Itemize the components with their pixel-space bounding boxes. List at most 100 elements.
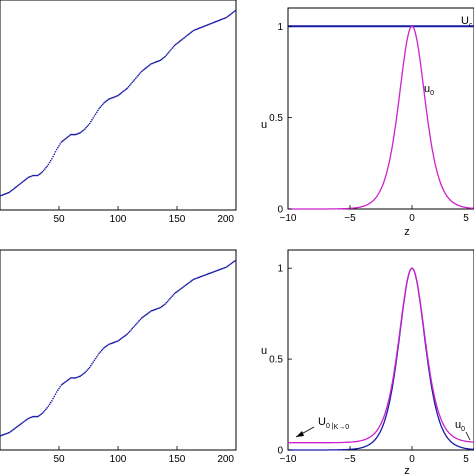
- y-tick-label: 1: [277, 264, 283, 275]
- data-point: [184, 36, 187, 38]
- data-point: [159, 306, 162, 309]
- data-point: [108, 98, 111, 100]
- data-point: [158, 307, 161, 309]
- data-point: [27, 176, 30, 179]
- data-point: [164, 55, 166, 58]
- data-point: [119, 338, 122, 341]
- data-point: [79, 375, 81, 378]
- data-point: [77, 132, 79, 135]
- data-point: [222, 267, 224, 270]
- panel-top-left: 50 100 150 200: [0, 0, 237, 225]
- data-point: [55, 148, 58, 151]
- ylabel-top-right: u: [261, 119, 267, 131]
- data-point: [44, 409, 46, 412]
- data-point: [126, 333, 129, 335]
- data-point: [226, 15, 229, 18]
- data-point: [131, 327, 133, 330]
- axes-frame-top-left: [0, 0, 237, 211]
- data-point: [35, 174, 38, 177]
- data-point: [163, 304, 165, 306]
- data-point: [87, 367, 90, 370]
- data-point: [106, 344, 109, 347]
- data-point: [204, 274, 207, 276]
- data-point: [162, 305, 164, 307]
- data-point: [173, 44, 176, 47]
- data-point: [75, 376, 78, 379]
- data-point: [66, 379, 69, 382]
- data-point: [55, 391, 58, 393]
- data-point: [48, 403, 51, 406]
- axes-frame-bottom-left: [0, 249, 237, 451]
- annotation-uc-main: U: [461, 15, 469, 27]
- data-point: [199, 26, 202, 29]
- data-point: [28, 417, 31, 419]
- data-point: [77, 376, 79, 378]
- data-point: [228, 14, 230, 17]
- x-ticks-top-right: −10 −5 0 5: [280, 205, 474, 224]
- data-point: [150, 63, 152, 65]
- data-point: [152, 309, 155, 312]
- x-tick-label: 150: [169, 214, 186, 225]
- data-point: [34, 415, 37, 418]
- data-point: [130, 329, 132, 331]
- data-point: [64, 381, 66, 384]
- data-point: [139, 318, 142, 321]
- data-point: [152, 62, 155, 64]
- data-point: [16, 185, 19, 187]
- data-point: [22, 180, 25, 182]
- data-point: [210, 22, 212, 25]
- data-point: [54, 393, 57, 396]
- data-point: [110, 342, 112, 345]
- data-point: [165, 54, 168, 56]
- data-point: [98, 107, 100, 110]
- data-point: [163, 56, 165, 59]
- x-ticks-bottom-right: −10 −5 0 5: [280, 446, 474, 465]
- data-point: [47, 163, 50, 166]
- data-point: [97, 109, 99, 112]
- data-point: [226, 265, 229, 268]
- data-point: [180, 39, 183, 41]
- data-point: [85, 126, 87, 129]
- panel-bottom-right: −10 −5 0 5 00.51 z u U0 |K→0 u0: [261, 249, 474, 474]
- data-point: [123, 335, 125, 338]
- data-point: [205, 273, 208, 276]
- data-point: [203, 274, 205, 277]
- data-point: [32, 174, 34, 177]
- data-point: [145, 313, 148, 316]
- data-point: [217, 19, 220, 22]
- data-point: [125, 88, 128, 90]
- data-point: [120, 92, 123, 94]
- data-point: [229, 263, 231, 266]
- data-point: [171, 47, 174, 49]
- data-point: [20, 182, 23, 184]
- data-point: [45, 166, 47, 169]
- data-point: [230, 262, 233, 265]
- data-point: [93, 115, 96, 117]
- data-point: [104, 101, 106, 103]
- series-dots-top-left: [0, 10, 236, 197]
- data-point: [127, 331, 130, 334]
- data-point: [121, 336, 124, 339]
- data-point: [26, 177, 28, 180]
- data-point: [49, 159, 52, 162]
- data-point: [85, 370, 87, 373]
- data-point: [60, 141, 63, 143]
- data-point: [117, 340, 119, 342]
- data-point: [153, 61, 156, 64]
- data-point: [157, 307, 159, 310]
- data-point: [20, 422, 23, 425]
- data-point: [169, 297, 171, 300]
- data-point: [192, 29, 195, 32]
- data-point: [65, 380, 67, 383]
- data-point: [150, 310, 152, 312]
- x-tick-label: −5: [344, 213, 356, 224]
- data-point: [190, 31, 192, 34]
- data-point: [3, 433, 6, 436]
- data-point: [41, 412, 44, 414]
- data-point: [185, 283, 188, 286]
- data-point: [80, 374, 83, 377]
- data-point: [59, 143, 61, 145]
- data-point: [231, 12, 234, 14]
- data-point: [45, 408, 47, 411]
- data-point: [88, 122, 91, 125]
